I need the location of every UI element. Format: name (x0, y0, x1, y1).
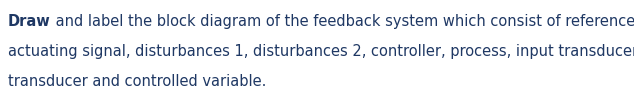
Text: Draw: Draw (8, 14, 51, 29)
Text: transducer and controlled variable.: transducer and controlled variable. (8, 74, 266, 89)
Text: actuating signal, disturbances 1, disturbances 2, controller, process, input tra: actuating signal, disturbances 1, distur… (8, 44, 634, 59)
Text: and label the block diagram of the feedback system which consist of reference si: and label the block diagram of the feedb… (51, 14, 634, 29)
